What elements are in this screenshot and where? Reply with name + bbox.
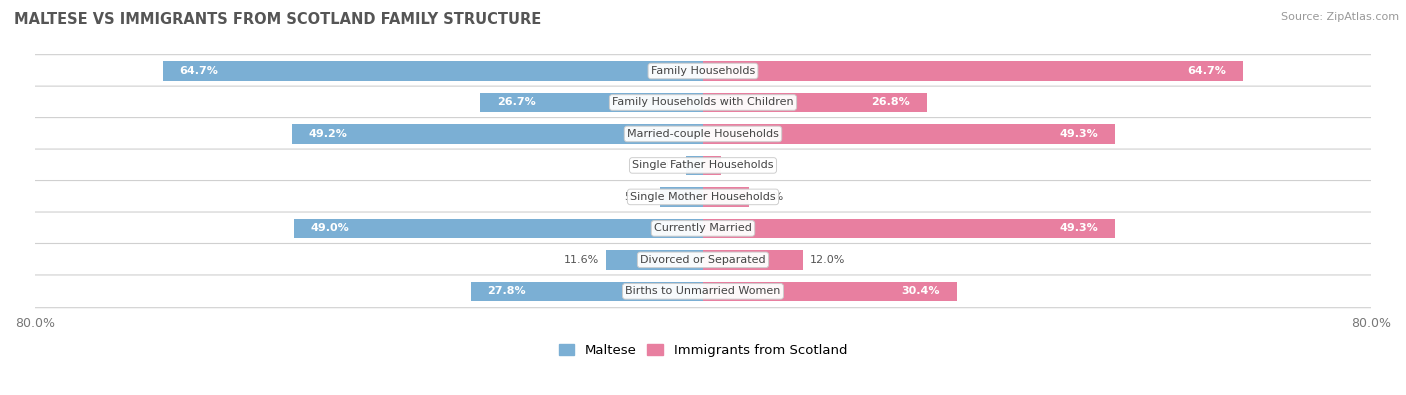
Text: Single Mother Households: Single Mother Households [630,192,776,202]
Legend: Maltese, Immigrants from Scotland: Maltese, Immigrants from Scotland [554,339,852,363]
Text: MALTESE VS IMMIGRANTS FROM SCOTLAND FAMILY STRUCTURE: MALTESE VS IMMIGRANTS FROM SCOTLAND FAMI… [14,12,541,27]
FancyBboxPatch shape [27,149,1379,182]
Bar [703,282,957,301]
Text: 27.8%: 27.8% [488,286,526,296]
Text: Married-couple Households: Married-couple Households [627,129,779,139]
Text: 5.2%: 5.2% [624,192,652,202]
Text: 49.3%: 49.3% [1059,224,1098,233]
Text: 2.0%: 2.0% [651,160,679,170]
Text: Births to Unmarried Women: Births to Unmarried Women [626,286,780,296]
Bar [703,124,1115,144]
Bar [703,93,927,112]
Bar [659,187,703,207]
Bar [471,282,703,301]
Bar [703,250,803,270]
Text: 49.3%: 49.3% [1059,129,1098,139]
FancyBboxPatch shape [27,212,1379,245]
Text: 5.5%: 5.5% [755,192,785,202]
Bar [686,156,703,175]
Text: Source: ZipAtlas.com: Source: ZipAtlas.com [1281,12,1399,22]
Text: 26.7%: 26.7% [496,98,536,107]
Text: 64.7%: 64.7% [180,66,218,76]
Text: 26.8%: 26.8% [872,98,910,107]
Text: 2.1%: 2.1% [727,160,755,170]
Text: 49.2%: 49.2% [309,129,347,139]
Bar [606,250,703,270]
Text: Divorced or Separated: Divorced or Separated [640,255,766,265]
FancyBboxPatch shape [27,275,1379,308]
Text: 30.4%: 30.4% [901,286,941,296]
FancyBboxPatch shape [27,243,1379,276]
FancyBboxPatch shape [27,86,1379,119]
FancyBboxPatch shape [27,118,1379,150]
Bar [163,61,703,81]
Text: 11.6%: 11.6% [564,255,599,265]
Bar [479,93,703,112]
Bar [703,156,720,175]
Bar [703,187,749,207]
Text: Family Households: Family Households [651,66,755,76]
Bar [703,218,1115,238]
Bar [703,61,1243,81]
Text: 64.7%: 64.7% [1188,66,1226,76]
Text: 49.0%: 49.0% [311,224,349,233]
FancyBboxPatch shape [27,181,1379,213]
FancyBboxPatch shape [27,55,1379,87]
Text: 12.0%: 12.0% [810,255,845,265]
Text: Single Father Households: Single Father Households [633,160,773,170]
Text: Family Households with Children: Family Households with Children [612,98,794,107]
Bar [294,218,703,238]
Bar [292,124,703,144]
Text: Currently Married: Currently Married [654,224,752,233]
